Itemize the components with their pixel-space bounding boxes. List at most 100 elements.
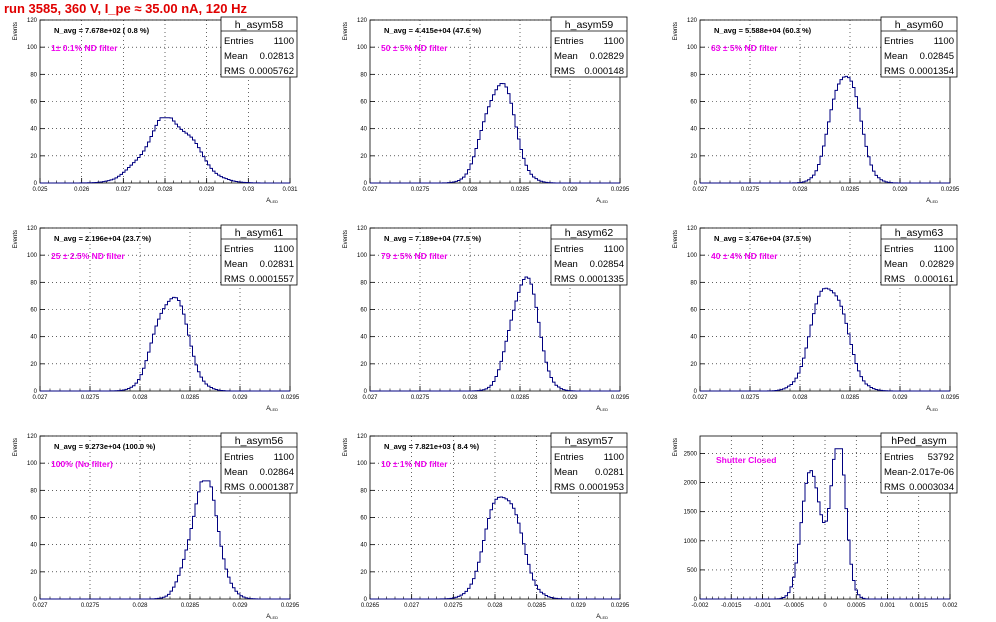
stats-key-mean: Mean	[224, 259, 248, 270]
y-tick-label: 100	[27, 461, 38, 467]
histogram-line	[40, 296, 290, 392]
x-axis-label-subscript: LED	[600, 615, 608, 620]
stats-histogram-name: h_asym56	[235, 435, 284, 447]
n-avg-title: N_avg = 9.273e+04 (100.0 %)	[54, 442, 156, 451]
y-tick-label: 40	[360, 127, 367, 133]
y-tick-label: 20	[30, 362, 37, 368]
stats-value-entries: 1100	[604, 36, 624, 47]
y-tick-label: 120	[687, 226, 698, 232]
y-tick-label: 40	[690, 127, 697, 133]
stats-value-rms: 0.0003034	[909, 482, 954, 493]
stats-value-entries: 1100	[274, 452, 294, 463]
stats-key-rms: RMS	[884, 66, 905, 77]
y-tick-label: 100	[357, 461, 368, 467]
stats-key-mean: Mean	[554, 467, 578, 478]
y-tick-label: 2000	[684, 481, 698, 487]
x-tick-label: 0.0275	[741, 187, 760, 193]
x-tick-label: 0.027	[692, 187, 708, 193]
y-tick-label: 0	[34, 181, 38, 187]
stats-key-rms: RMS	[224, 482, 245, 493]
x-tick-label: 0.0275	[411, 395, 430, 401]
y-tick-label: 100	[27, 45, 38, 51]
stats-box	[880, 16, 958, 78]
y-axis-label: Events	[343, 438, 349, 456]
stats-box	[550, 16, 628, 78]
y-tick-label: 40	[690, 335, 697, 341]
y-tick-label: 20	[690, 154, 697, 160]
stats-value-entries: 1100	[934, 36, 954, 47]
stats-key-mean: Mean	[884, 259, 908, 270]
y-tick-label: 80	[30, 488, 37, 494]
filter-note: 50 ± 5% ND filter	[381, 43, 448, 53]
y-tick-label: 20	[690, 362, 697, 368]
stats-box	[220, 224, 298, 286]
y-tick-label: 2500	[684, 451, 698, 457]
stats-value-rms: 0.0001953	[579, 482, 624, 493]
histogram-line	[370, 82, 620, 184]
stats-value-rms: 0.0001335	[579, 274, 624, 285]
stats-key-rms: RMS	[884, 274, 905, 285]
x-axis-label-subscript: LED	[930, 199, 938, 204]
stats-histogram-name: h_asym59	[565, 19, 614, 31]
y-tick-label: 80	[30, 72, 37, 78]
filter-note: 1± 0.1% ND filter	[51, 43, 118, 53]
histogram-panel-h_asym60: 0.027 0.0275 0.028 0.0285 0.029 0.0295 0 20 40 60…	[673, 16, 960, 204]
x-tick-label: 0.03	[242, 187, 254, 193]
y-tick-label: 80	[690, 72, 697, 78]
y-tick-label: 40	[360, 543, 367, 549]
x-tick-label: 0.025	[32, 187, 48, 193]
x-tick-label: 0.028	[487, 603, 503, 609]
y-axis-label: Events	[13, 438, 19, 456]
stats-key-entries: Entries	[554, 244, 584, 255]
y-tick-label: 80	[690, 280, 697, 286]
x-tick-label: 0.0295	[611, 187, 630, 193]
histogram-line	[700, 448, 950, 600]
filter-note: 100% (No filter)	[51, 459, 113, 469]
x-axis-label: ALED	[266, 406, 278, 412]
y-tick-label: 60	[690, 308, 697, 314]
x-tick-label: 0.0285	[511, 395, 530, 401]
stats-histogram-name: h_asym62	[565, 227, 614, 239]
stats-value-mean: 0.02845	[920, 51, 954, 62]
stats-value-entries: 1100	[934, 244, 954, 255]
x-tick-label: 0.029	[571, 603, 587, 609]
x-tick-label: 0.031	[282, 187, 298, 193]
histogram-panel-h_asym61: 0.027 0.0275 0.028 0.0285 0.029 0.0295 0 20 40 60…	[13, 224, 300, 412]
stats-key-mean: Mean	[884, 51, 908, 62]
x-axis-label: ALED	[926, 198, 938, 204]
stats-key-mean: Mean	[224, 467, 248, 478]
y-tick-label: 120	[27, 226, 38, 232]
x-tick-label: 0.0015	[910, 603, 929, 609]
histogram-panel-h_asym62: 0.027 0.0275 0.028 0.0285 0.029 0.0295 0 20 40 60…	[343, 224, 630, 412]
x-tick-label: 0.029	[562, 187, 578, 193]
x-tick-label: 0.0275	[411, 187, 430, 193]
x-axis-label-subscript: LED	[600, 407, 608, 412]
n-avg-title: N_avg = 7.678e+02 ( 0.8 %)	[54, 26, 150, 35]
stats-value-entries: 1100	[274, 244, 294, 255]
stats-value-entries: 1100	[274, 36, 294, 47]
x-tick-label: 0.027	[404, 603, 420, 609]
x-tick-label: 0.0295	[941, 187, 960, 193]
x-tick-label: 0.0285	[181, 603, 200, 609]
y-tick-label: 60	[30, 100, 37, 106]
y-tick-label: 80	[360, 488, 367, 494]
x-tick-label: 0.027	[692, 395, 708, 401]
x-tick-label: 0.027	[362, 187, 378, 193]
y-axis-label: Events	[673, 438, 679, 456]
x-tick-label: 0.028	[462, 395, 478, 401]
y-tick-label: 60	[360, 100, 367, 106]
filter-note: 25 ± 2.5% ND filter	[51, 251, 125, 261]
x-tick-label: 0.028	[132, 603, 148, 609]
histogram-panel-h_asym56: 0.027 0.0275 0.028 0.0285 0.029 0.0295 0 20 40 60…	[13, 432, 300, 620]
filter-note: 79 ± 5% ND filter	[381, 251, 448, 261]
histogram-line	[40, 117, 290, 184]
y-tick-label: 1500	[684, 510, 698, 516]
x-axis-label: ALED	[926, 406, 938, 412]
x-tick-label: 0.027	[362, 395, 378, 401]
x-tick-label: -0.0005	[784, 603, 805, 609]
stats-key-mean: Mean	[554, 259, 578, 270]
y-axis-label: Events	[343, 22, 349, 40]
y-tick-label: 0	[364, 389, 368, 395]
y-tick-label: 0	[34, 597, 38, 603]
